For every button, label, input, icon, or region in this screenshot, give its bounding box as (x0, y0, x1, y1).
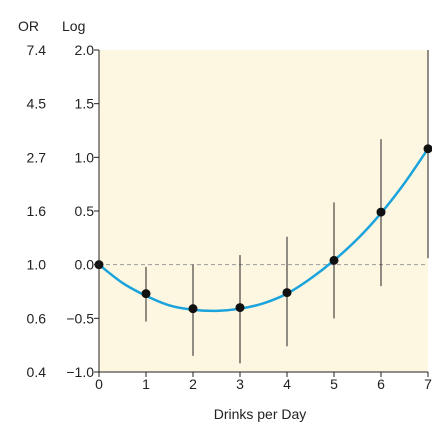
data-point-1 (141, 289, 151, 299)
log-axis-title: Log (62, 18, 85, 34)
y-tick-label-or-0: 7.4 (27, 42, 47, 58)
y-tick-label-log-1: 1.5 (75, 96, 95, 112)
y-tick-label-log-2: 1.0 (75, 149, 95, 165)
y-tick-label-or-4: 1.0 (27, 257, 47, 273)
y-tick-label-or-2: 2.7 (27, 149, 47, 165)
x-tick-label-0: 0 (95, 376, 103, 392)
x-tick-label-3: 3 (236, 376, 244, 392)
y-tick-label-log-0: 2.0 (75, 42, 95, 58)
x-axis-title: Drinks per Day (214, 406, 307, 422)
data-point-5 (329, 255, 339, 265)
data-point-6 (376, 207, 386, 217)
or-axis-title: OR (18, 18, 39, 34)
y-tick-label-log-5: −0.5 (66, 310, 94, 326)
y-tick-label-log-6: −1.0 (66, 364, 94, 380)
x-tick-label-2: 2 (189, 376, 197, 392)
y-tick-label-or-6: 0.4 (27, 364, 47, 380)
plot-background (99, 50, 428, 372)
data-point-4 (282, 288, 292, 298)
data-point-7 (423, 144, 432, 154)
y-tick-label-or-3: 1.6 (27, 203, 47, 219)
data-point-2 (188, 304, 198, 314)
fit-curve (97, 147, 430, 313)
y-tick-label-or-1: 4.5 (27, 96, 47, 112)
x-tick-label-7: 7 (424, 376, 432, 392)
y-tick-label-or-5: 0.6 (27, 310, 47, 326)
x-tick-label-5: 5 (330, 376, 338, 392)
data-point-3 (235, 303, 245, 313)
x-tick-label-4: 4 (283, 376, 291, 392)
x-tick-label-6: 6 (377, 376, 385, 392)
x-tick-label-1: 1 (142, 376, 150, 392)
y-tick-label-log-4: 0.0 (75, 257, 95, 273)
y-tick-label-log-3: 0.5 (75, 203, 95, 219)
